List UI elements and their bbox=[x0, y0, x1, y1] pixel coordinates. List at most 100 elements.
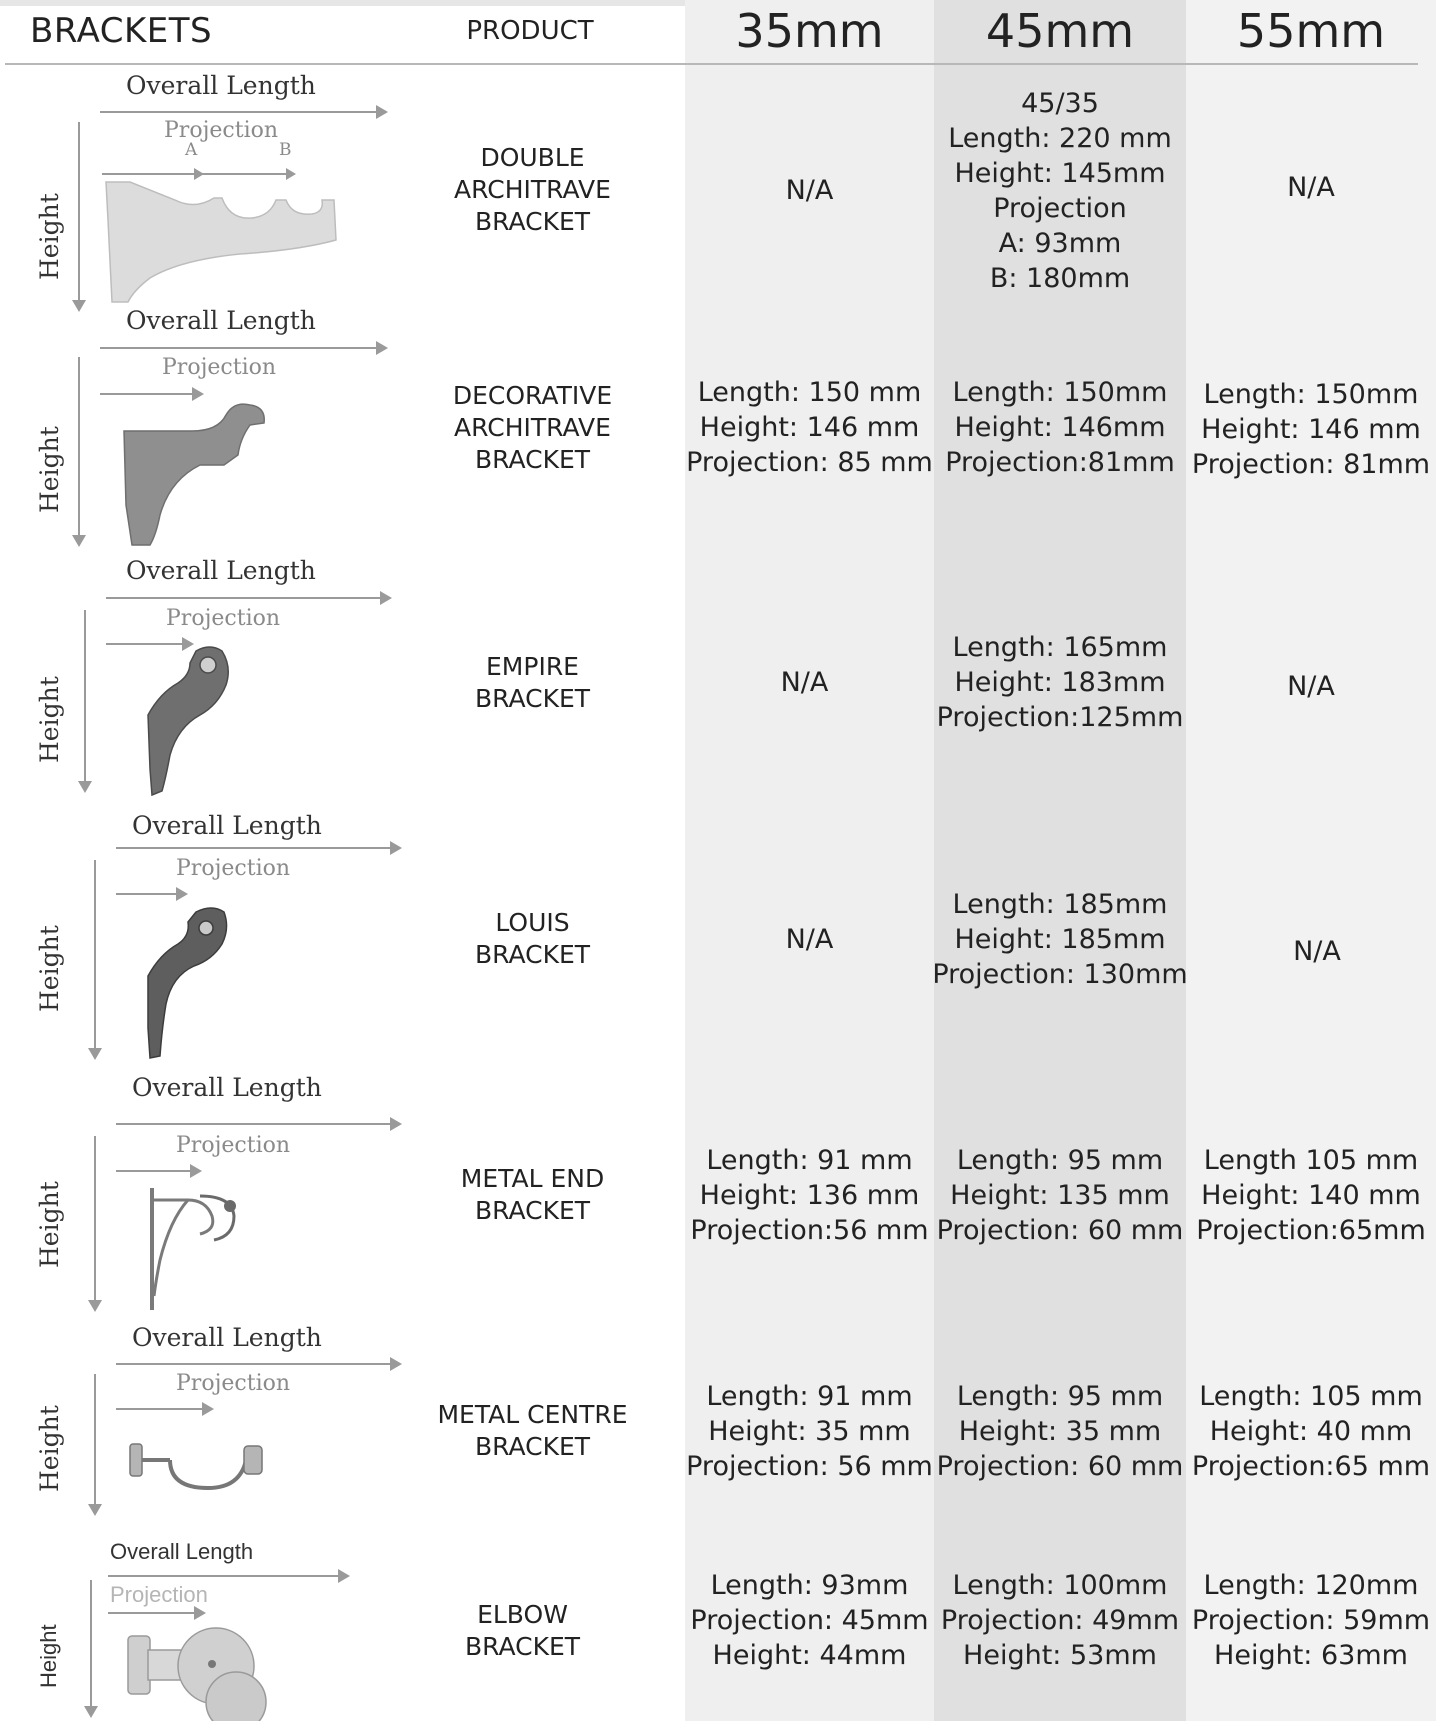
empire-bracket-ring-icon bbox=[199, 656, 217, 674]
metal-end-diagram: Overall Length Projection Height bbox=[35, 1073, 402, 1312]
metal-centre-bracket-finial-icon bbox=[243, 1445, 263, 1475]
spec-45mm-louis: Length: 185mm Height: 185mm Projection: 13… bbox=[932, 888, 1188, 990]
bracket-diagram: Overall Length Projection Height bbox=[0, 305, 420, 550]
spec-35mm-metal-centre: Length: 91 mm Height: 35 mm Projection: 56… bbox=[686, 1380, 933, 1482]
table-row-double-architrave: Overall Length Projection A B Height DOU… bbox=[0, 70, 1448, 312]
projection-label: Projection bbox=[162, 355, 276, 380]
overall-length-label: Overall Length bbox=[132, 1323, 322, 1352]
height-arrowhead bbox=[88, 1300, 102, 1312]
elbow-bracket-plate-icon bbox=[127, 1635, 151, 1695]
spec-55mm-metal-end: Length 105 mm Height: 140 mm Projection:65… bbox=[1196, 1144, 1426, 1246]
header-size-55mm: 55mm bbox=[1236, 4, 1386, 58]
projection-a-label: A bbox=[184, 140, 198, 160]
louis-bracket-icon bbox=[147, 907, 228, 1059]
header-size-45mm: 45mm bbox=[985, 4, 1135, 58]
table-row-decorative-architrave: Overall Length Projection Height DECORAT… bbox=[0, 305, 1448, 550]
header-brackets: BRACKETS bbox=[30, 11, 213, 51]
header-size-35mm: 35mm bbox=[735, 4, 884, 58]
double-architrave-bracket-icon bbox=[105, 181, 337, 303]
product-name-metal-centre: METAL CENTRE BRACKET bbox=[437, 1400, 628, 1461]
height-label: Height bbox=[35, 676, 64, 763]
spec-55mm-elbow: Length: 120mm Projection: 59mm Height: 63m… bbox=[1191, 1570, 1431, 1671]
overall-length-label: Overall Length bbox=[110, 1539, 253, 1564]
bracket-diagram: Overall Length Projection Height bbox=[0, 1070, 420, 1320]
projection-b-label: B bbox=[279, 140, 292, 160]
metal-end-bracket-screw-icon bbox=[224, 1200, 236, 1212]
bracket-diagram: Overall Length Projection A B Height bbox=[0, 70, 420, 312]
bracket-diagram: Overall Length Projection Height bbox=[0, 1320, 420, 1542]
product-name-metal-end: METAL END BRACKET bbox=[460, 1164, 605, 1225]
projection-arrowhead bbox=[202, 1402, 214, 1416]
product-name-elbow: ELBOW BRACKET bbox=[464, 1599, 581, 1661]
height-label: Height bbox=[36, 1624, 61, 1688]
overall-length-label: Overall Length bbox=[126, 306, 316, 335]
overall-length-arrowhead bbox=[376, 341, 388, 355]
bracket-diagram: Overall Length Projection Height bbox=[0, 808, 420, 1070]
table-row-empire: Overall Length Projection Height EMPIRE B… bbox=[0, 555, 1448, 810]
height-arrowhead bbox=[72, 535, 86, 547]
elbow-bracket-base-icon bbox=[205, 1671, 267, 1721]
header-product: PRODUCT bbox=[466, 16, 594, 46]
empire-diagram: Overall Length Projection Height bbox=[35, 556, 392, 797]
column-45mm-background bbox=[934, 0, 1186, 1721]
projection-a-arrowhead bbox=[194, 168, 204, 180]
height-arrowhead bbox=[88, 1504, 102, 1516]
spec-55mm-empire: N/A bbox=[1287, 671, 1335, 702]
spec-35mm-double-architrave: N/A bbox=[785, 174, 834, 206]
spec-55mm-decorative-architrave: Length: 150mm Height: 146 mm Projection: 8… bbox=[1191, 379, 1431, 480]
metal-centre-diagram: Overall Length Projection Height bbox=[35, 1323, 402, 1516]
overall-length-label: Overall Length bbox=[126, 556, 316, 585]
product-name-louis: LOUIS BRACKET bbox=[474, 908, 591, 969]
projection-arrowhead bbox=[190, 1164, 202, 1178]
table-row-elbow: Overall Length Projection Height ELBOW BR… bbox=[0, 1539, 1448, 1721]
projection-arrowhead bbox=[182, 637, 194, 651]
spec-55mm-double-architrave: N/A bbox=[1287, 171, 1335, 203]
overall-length-label: Overall Length bbox=[132, 811, 322, 840]
projection-label: Projection bbox=[176, 1371, 290, 1396]
height-arrowhead bbox=[88, 1048, 102, 1060]
overall-length-arrowhead bbox=[390, 1117, 402, 1131]
louis-diagram: Overall Length Projection Height bbox=[35, 811, 402, 1060]
spec-55mm-louis: N/A bbox=[1293, 935, 1341, 967]
height-label: Height bbox=[35, 1181, 64, 1268]
overall-length-arrowhead bbox=[390, 841, 402, 855]
overall-length-label: Overall Length bbox=[126, 71, 316, 100]
height-label: Height bbox=[35, 426, 64, 513]
spec-45mm-decorative-architrave: Length: 150mm Height: 146mm Projection:81m… bbox=[945, 377, 1175, 478]
metal-centre-bracket-base-icon bbox=[129, 1443, 143, 1477]
spec-45mm-empire: Length: 165mm Height: 183mm Projection:125… bbox=[936, 632, 1184, 733]
spec-45mm-metal-end: Length: 95 mm Height: 135 mm Projection: 6… bbox=[936, 1144, 1184, 1246]
overall-length-arrowhead bbox=[376, 105, 388, 119]
column-35mm-background bbox=[685, 0, 934, 1721]
spec-35mm-louis: N/A bbox=[785, 923, 834, 955]
top-strip bbox=[0, 0, 685, 6]
spec-35mm-elbow: Length: 93mm Projection: 45mm Height: 44mm bbox=[690, 1570, 929, 1671]
product-name-double-architrave: DOUBLE ARCHITRAVE BRACKET bbox=[454, 143, 611, 236]
metal-end-bracket-cup-icon bbox=[199, 1194, 236, 1242]
height-arrowhead bbox=[72, 300, 86, 312]
bracket-diagram: Overall Length Projection Height bbox=[0, 1539, 420, 1721]
louis-bracket-ring-icon bbox=[198, 920, 214, 936]
metal-centre-bracket-cup-icon bbox=[142, 1458, 248, 1491]
bracket-diagram: Overall Length Projection Height bbox=[0, 555, 420, 810]
overall-length-arrowhead bbox=[380, 591, 392, 605]
metal-end-bracket-arm-icon bbox=[152, 1198, 215, 1297]
overall-length-arrowhead bbox=[338, 1569, 350, 1583]
projection-b-arrowhead bbox=[286, 168, 296, 180]
header-divider bbox=[5, 63, 1418, 65]
spec-45mm-elbow: Length: 100mm Projection: 49mm Height: 53m… bbox=[940, 1570, 1180, 1671]
spec-35mm-empire: N/A bbox=[780, 667, 829, 698]
height-label: Height bbox=[35, 193, 64, 280]
spec-45mm-double-architrave: 45/35 Length: 220 mm Height: 145mm Projecti… bbox=[948, 88, 1172, 294]
decorative-architrave-bracket-icon bbox=[123, 403, 265, 546]
height-label: Height bbox=[35, 1405, 64, 1492]
projection-label: Projection bbox=[176, 856, 290, 881]
projection-arrowhead bbox=[194, 1606, 206, 1620]
elbow-diagram: Overall Length Projection Height bbox=[36, 1539, 350, 1721]
spec-45mm-metal-centre: Length: 95 mm Height: 35 mm Projection: 60… bbox=[936, 1380, 1184, 1482]
spec-35mm-decorative-architrave: Length: 150 mm Height: 146 mm Projection: … bbox=[686, 377, 933, 478]
spec-35mm-metal-end: Length: 91 mm Height: 136 mm Projection:56… bbox=[690, 1144, 929, 1246]
decorative-architrave-diagram: Overall Length Projection Height bbox=[35, 306, 388, 547]
double-architrave-diagram: Overall Length Projection A B Height bbox=[35, 71, 388, 312]
height-arrowhead bbox=[84, 1706, 98, 1718]
